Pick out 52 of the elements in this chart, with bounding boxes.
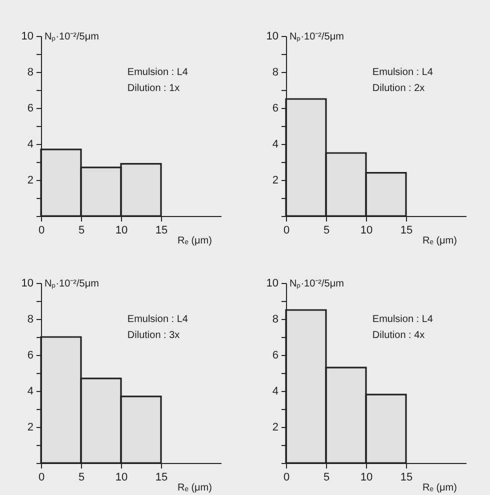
x-tick-label: 5	[78, 224, 85, 236]
x-tick-label: 15	[400, 472, 413, 484]
y-tick-label: 8	[272, 66, 278, 78]
y-tick-label: 10	[266, 30, 278, 42]
y-tick-label: 4	[27, 138, 34, 150]
x-tick-label: 15	[400, 224, 413, 236]
x-tick-label: 0	[38, 224, 45, 236]
x-tick-label: 15	[155, 472, 168, 484]
y-tick-label: 8	[27, 314, 34, 326]
x-tick-label: 5	[323, 224, 330, 236]
annotation: Dilution : 3x	[127, 330, 180, 341]
y-axis-title: Nₚ·10⁻²/5μm	[290, 32, 344, 42]
annotation: Emulsion : L4	[127, 67, 188, 78]
y-axis-title: Nₚ·10⁻²/5μm	[290, 278, 344, 290]
y-tick-label: 6	[27, 350, 34, 362]
annotation: Dilution : 4x	[372, 330, 425, 341]
annotation: Dilution : 2x	[372, 83, 425, 94]
x-tick-label: 0	[38, 472, 45, 484]
y-tick-label: 6	[272, 102, 278, 114]
annotation: Emulsion : L4	[372, 314, 434, 325]
y-tick-label: 4	[272, 386, 278, 398]
x-tick-label: 0	[283, 224, 290, 236]
y-tick-label: 8	[27, 66, 34, 78]
x-tick-label: 10	[360, 224, 373, 236]
y-tick-label: 8	[272, 314, 278, 326]
y-tick-label: 4	[27, 386, 34, 398]
y-tick-label: 10	[21, 30, 34, 42]
y-tick-label: 2	[27, 174, 34, 186]
y-tick-label: 2	[272, 422, 278, 434]
x-tick-label: 10	[360, 472, 373, 484]
y-tick-label: 4	[272, 138, 278, 150]
annotation: Emulsion : L4	[372, 67, 434, 78]
y-axis-title: Nₚ·10⁻²/5μm	[44, 32, 99, 42]
annotation: Dilution : 1x	[127, 83, 180, 94]
y-tick-label: 10	[266, 278, 278, 290]
x-axis-title: Rₑ (μm)	[422, 236, 457, 246]
x-tick-label: 5	[323, 472, 330, 484]
annotation: Emulsion : L4	[127, 314, 188, 325]
y-tick-label: 6	[272, 350, 278, 362]
y-tick-label: 2	[272, 174, 278, 186]
y-tick-label: 2	[27, 422, 34, 434]
x-tick-label: 0	[283, 472, 290, 484]
y-tick-label: 10	[21, 278, 34, 290]
x-tick-label: 10	[115, 472, 128, 484]
x-axis-title: Rₑ (μm)	[178, 236, 212, 246]
y-tick-label: 6	[27, 102, 34, 114]
x-tick-label: 15	[155, 224, 168, 236]
x-tick-label: 5	[78, 472, 85, 484]
x-tick-label: 10	[115, 224, 128, 236]
x-axis-title: Rₑ (μm)	[422, 482, 457, 494]
y-axis-title: Nₚ·10⁻²/5μm	[44, 278, 99, 290]
x-axis-title: Rₑ (μm)	[178, 482, 212, 494]
